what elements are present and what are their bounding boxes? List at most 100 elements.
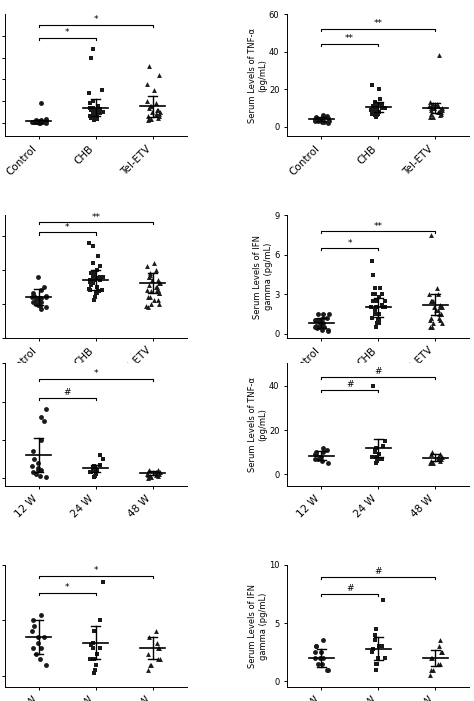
Point: [379, 289, 386, 300]
Point: [155, 298, 163, 309]
Point: [318, 318, 325, 329]
Point: [372, 289, 379, 300]
Point: [325, 113, 332, 124]
Point: [152, 109, 160, 120]
Point: [153, 109, 161, 121]
Point: [312, 315, 319, 326]
Point: [86, 653, 93, 665]
Point: [34, 299, 42, 311]
Point: [89, 643, 97, 654]
Point: [374, 315, 382, 326]
Point: [28, 116, 36, 128]
Point: [319, 308, 327, 320]
Point: [372, 97, 379, 108]
Point: [87, 467, 95, 478]
Point: [42, 290, 50, 301]
Point: [314, 315, 322, 326]
Point: [90, 626, 98, 637]
Point: [42, 472, 50, 483]
Point: [144, 79, 151, 90]
Point: [323, 664, 330, 675]
Point: [146, 470, 154, 482]
Point: [426, 97, 434, 108]
Point: [87, 639, 95, 651]
Point: [428, 449, 435, 460]
Point: [426, 315, 434, 326]
Point: [312, 320, 319, 332]
Point: [311, 646, 319, 658]
Point: [85, 87, 93, 98]
Point: [373, 664, 380, 675]
Point: [428, 102, 436, 114]
Point: [37, 643, 45, 654]
Point: [311, 322, 319, 333]
Point: [97, 615, 104, 626]
Point: [155, 288, 163, 299]
Point: [375, 318, 383, 329]
Point: [427, 111, 434, 123]
Point: [29, 288, 37, 299]
Point: [37, 116, 45, 128]
Point: [311, 315, 319, 326]
Point: [37, 609, 45, 620]
Point: [368, 256, 376, 267]
Point: [375, 315, 383, 326]
Point: [95, 286, 103, 297]
Point: [156, 278, 164, 289]
Point: [373, 322, 380, 333]
Point: [429, 99, 437, 110]
Point: [371, 447, 379, 458]
Point: [319, 635, 327, 646]
Point: [35, 115, 42, 126]
Point: [373, 295, 380, 306]
Point: [152, 626, 160, 637]
Point: [438, 301, 446, 313]
Point: [147, 471, 155, 482]
Point: [87, 104, 95, 116]
Point: [427, 653, 435, 664]
Text: #: #: [64, 388, 71, 397]
Point: [40, 632, 48, 643]
Point: [318, 324, 326, 335]
Point: [154, 470, 162, 482]
Point: [144, 301, 152, 313]
Point: [156, 467, 164, 478]
Point: [319, 653, 327, 664]
Point: [152, 469, 160, 480]
Point: [314, 658, 322, 669]
Point: [375, 99, 383, 110]
Point: [374, 456, 381, 467]
Point: [29, 116, 37, 128]
Point: [89, 463, 97, 474]
Y-axis label: Serum Levels of IFN
gamma (pg/mL): Serum Levels of IFN gamma (pg/mL): [248, 584, 267, 668]
Point: [381, 295, 389, 306]
Point: [428, 295, 436, 306]
Point: [319, 442, 327, 454]
Text: *: *: [65, 223, 70, 232]
Point: [30, 116, 38, 128]
Point: [89, 43, 96, 55]
Point: [375, 83, 383, 95]
Point: [42, 404, 50, 415]
Point: [87, 278, 94, 289]
Point: [428, 664, 435, 675]
Point: [93, 109, 100, 120]
Point: [312, 449, 320, 460]
Point: [438, 451, 446, 462]
Point: [436, 308, 443, 320]
Text: *: *: [93, 369, 98, 378]
Point: [93, 465, 100, 476]
Point: [146, 291, 154, 302]
Point: [379, 102, 387, 114]
Point: [314, 308, 322, 320]
Point: [375, 641, 383, 652]
Point: [428, 322, 436, 333]
Point: [145, 469, 152, 480]
Point: [373, 301, 380, 313]
Point: [319, 318, 327, 329]
Point: [435, 100, 442, 111]
Point: [438, 104, 446, 116]
Point: [428, 295, 435, 306]
Point: [42, 117, 50, 128]
Point: [34, 294, 42, 306]
